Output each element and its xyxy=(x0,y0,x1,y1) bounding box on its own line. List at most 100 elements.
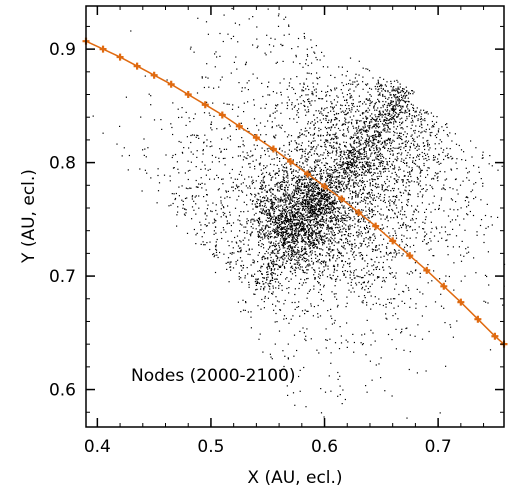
node-point xyxy=(265,195,267,197)
node-point xyxy=(350,83,352,85)
node-point xyxy=(322,154,324,156)
node-point xyxy=(274,243,277,245)
node-point xyxy=(392,101,394,103)
node-point xyxy=(385,313,387,315)
node-point xyxy=(361,269,363,271)
node-point xyxy=(351,102,353,105)
node-point xyxy=(310,179,312,181)
node-point xyxy=(349,150,351,152)
node-point xyxy=(270,256,272,259)
node-point xyxy=(269,190,271,192)
node-point xyxy=(356,151,358,153)
node-point xyxy=(293,269,295,271)
node-point xyxy=(265,103,267,105)
node-point xyxy=(309,195,311,197)
node-point xyxy=(315,184,318,186)
node-point xyxy=(301,225,303,228)
node-point xyxy=(371,179,373,181)
node-point xyxy=(386,143,388,145)
node-point xyxy=(319,238,322,240)
node-point xyxy=(347,175,349,177)
node-point xyxy=(317,304,319,307)
node-point xyxy=(330,186,332,189)
node-point xyxy=(425,184,427,186)
node-point xyxy=(396,96,398,98)
node-point xyxy=(224,127,226,129)
node-point xyxy=(397,88,399,90)
node-point xyxy=(327,153,329,155)
node-point xyxy=(296,306,298,308)
node-point xyxy=(312,205,314,207)
node-point xyxy=(239,257,242,259)
node-point xyxy=(205,218,207,220)
node-point xyxy=(278,210,280,212)
node-point xyxy=(342,207,344,209)
node-point xyxy=(234,207,237,209)
node-point xyxy=(286,230,288,232)
node-point xyxy=(304,232,306,234)
node-point xyxy=(311,193,313,195)
node-point xyxy=(237,259,239,261)
node-point xyxy=(305,200,307,202)
node-point xyxy=(225,190,227,192)
node-point xyxy=(178,116,180,119)
node-point xyxy=(360,158,362,160)
node-point xyxy=(297,186,299,188)
node-point xyxy=(384,201,386,204)
node-point xyxy=(378,150,380,152)
node-point xyxy=(362,81,364,83)
node-point xyxy=(311,267,313,269)
node-point xyxy=(338,242,340,244)
node-point xyxy=(291,273,294,275)
node-point xyxy=(341,150,343,152)
node-point xyxy=(282,206,284,208)
node-point xyxy=(371,192,373,194)
node-point xyxy=(266,199,268,201)
node-point xyxy=(280,235,283,237)
node-point xyxy=(379,113,381,115)
node-point xyxy=(371,175,373,177)
node-point xyxy=(327,200,329,202)
node-point xyxy=(278,217,280,220)
node-point xyxy=(305,335,307,337)
node-point xyxy=(345,172,347,174)
node-point xyxy=(356,164,358,166)
node-point xyxy=(337,210,339,212)
node-point xyxy=(269,174,272,176)
node-point xyxy=(280,212,283,214)
node-point xyxy=(264,125,266,127)
node-point xyxy=(417,195,419,198)
node-point xyxy=(283,194,285,197)
node-point xyxy=(287,180,289,182)
node-point xyxy=(299,218,302,220)
node-point xyxy=(349,109,351,111)
node-point xyxy=(265,213,267,215)
node-point xyxy=(273,222,275,224)
node-point xyxy=(312,140,314,142)
node-point xyxy=(305,193,307,195)
node-point xyxy=(261,191,263,193)
node-point xyxy=(347,242,349,244)
node-point xyxy=(421,131,423,133)
node-point xyxy=(402,128,404,130)
node-point xyxy=(404,97,406,99)
node-point xyxy=(373,106,375,108)
node-point xyxy=(281,235,284,237)
node-point xyxy=(262,231,264,233)
node-point xyxy=(345,184,347,186)
node-point xyxy=(429,238,431,240)
node-point xyxy=(383,103,386,106)
node-point xyxy=(345,118,347,120)
node-point xyxy=(398,169,400,171)
node-point xyxy=(282,242,284,245)
node-point xyxy=(407,225,409,227)
node-point xyxy=(405,182,408,184)
node-point xyxy=(233,252,235,254)
node-point xyxy=(246,267,248,269)
node-point xyxy=(267,198,269,200)
node-point xyxy=(224,164,226,166)
node-point xyxy=(273,237,275,239)
node-point xyxy=(334,241,336,243)
node-point xyxy=(314,269,316,271)
node-point xyxy=(382,155,384,157)
